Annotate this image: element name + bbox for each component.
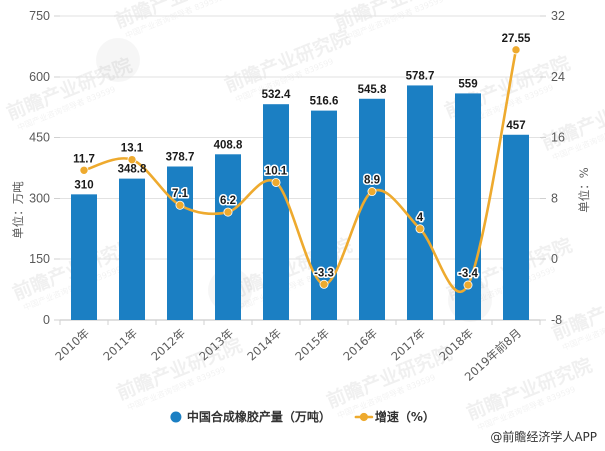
legend-circle-icon xyxy=(170,411,182,423)
chart-legend: 中国合成橡胶产量（万吨） 增速（%） xyxy=(170,409,435,424)
left-axis-ticks: 0 150 300 450 600 750 xyxy=(29,9,50,327)
legend-item-1[interactable]: 增速（%） xyxy=(354,409,435,424)
line-point-1 xyxy=(127,155,137,165)
bar-value-labels: 310 348.8 378.7 408.8 532.4 516.6 545.8 578.7 55… xyxy=(74,70,525,191)
bar-value-label-4: 532.4 xyxy=(262,89,291,101)
bar-3 xyxy=(215,154,241,320)
line-value-label-9: 27.55 xyxy=(502,33,531,45)
bar-0 xyxy=(71,194,97,320)
right-tick-3: 16 xyxy=(551,131,565,145)
legend-marker-icon xyxy=(359,412,368,422)
bar-value-label-3: 408.8 xyxy=(214,139,243,151)
bar-7 xyxy=(407,85,433,321)
line-value-label-halo-0: 11.7 xyxy=(73,153,95,165)
line-value-label-halo-4: 10.1 xyxy=(265,165,288,177)
right-axis-ticks: -8 0 8 16 24 32 xyxy=(551,9,565,327)
left-tick-4: 600 xyxy=(29,70,50,84)
line-point-4 xyxy=(271,177,281,187)
bar-4 xyxy=(263,104,289,320)
right-tick-5: 32 xyxy=(551,9,565,23)
line-point-2 xyxy=(175,200,185,210)
left-tick-1: 150 xyxy=(29,252,50,266)
left-tick-0: 0 xyxy=(43,313,50,327)
line-value-label-0: 11.7 xyxy=(73,153,95,165)
bar-value-label-2: 378.7 xyxy=(166,152,195,164)
bar-1 xyxy=(119,178,145,320)
line-value-label-2: 7.1 xyxy=(172,188,189,200)
legend-label-1: 增速（%） xyxy=(375,409,435,424)
bar-series xyxy=(71,85,529,321)
line-value-label-4: 10.1 xyxy=(265,165,288,177)
left-tick-5: 750 xyxy=(29,9,50,23)
bar-value-label-5: 516.6 xyxy=(310,96,339,108)
line-value-label-halo-3: 6.2 xyxy=(220,195,236,207)
right-axis-title: 单位：% xyxy=(577,167,591,212)
line-point-9 xyxy=(511,45,521,55)
right-tick-2: 8 xyxy=(551,191,558,205)
bar-value-label-7: 578.7 xyxy=(406,70,435,82)
bar-value-label-6: 545.8 xyxy=(358,84,387,96)
line-value-label-halo-8: -3.4 xyxy=(458,268,478,280)
legend-label-0: 中国合成橡胶产量（万吨） xyxy=(187,409,331,424)
bar-value-label-1: 348.8 xyxy=(118,164,147,176)
line-point-7 xyxy=(415,224,425,234)
bar-value-label-0: 310 xyxy=(74,179,93,191)
line-value-label-halo-6: 8.9 xyxy=(364,175,380,187)
line-point-0 xyxy=(79,165,89,175)
line-value-label-8: -3.4 xyxy=(458,268,478,280)
left-tick-2: 300 xyxy=(29,191,50,205)
line-value-label-halo-1: 13.1 xyxy=(121,143,144,155)
line-value-label-halo-9: 27.55 xyxy=(502,33,531,45)
line-series xyxy=(79,45,521,294)
line-point-3 xyxy=(223,207,233,217)
line-value-label-halo-7: 4 xyxy=(417,212,424,224)
bar-value-label-9: 457 xyxy=(506,120,525,132)
line-value-label-1: 13.1 xyxy=(121,143,144,155)
left-tick-3: 450 xyxy=(29,131,50,145)
bar-9 xyxy=(503,134,529,320)
line-value-label-5: -3.3 xyxy=(314,267,334,279)
line-point-6 xyxy=(367,187,377,197)
right-tick-0: -8 xyxy=(551,313,562,327)
line-value-label-3: 6.2 xyxy=(220,195,236,207)
line-value-label-6: 8.9 xyxy=(364,175,380,187)
legend-item-0[interactable]: 中国合成橡胶产量（万吨） xyxy=(170,409,331,424)
line-point-5 xyxy=(319,279,329,289)
line-value-label-halo-2: 7.1 xyxy=(172,188,189,200)
line-value-label-7: 4 xyxy=(417,212,424,224)
left-axis-title: 单位：万吨 xyxy=(11,181,25,239)
bar-value-label-8: 559 xyxy=(458,78,477,90)
right-tick-1: 0 xyxy=(551,252,558,266)
line-value-label-halo-5: -3.3 xyxy=(314,267,334,279)
right-tick-4: 24 xyxy=(551,70,565,84)
bar-6 xyxy=(359,98,385,320)
bar-2 xyxy=(167,166,193,320)
line-point-8 xyxy=(463,280,473,290)
credit-label: @前瞻经济学人APP xyxy=(490,429,597,444)
line-value-labels: 11.711.713.113.17.17.16.26.210.110.1-3.3… xyxy=(72,31,533,281)
